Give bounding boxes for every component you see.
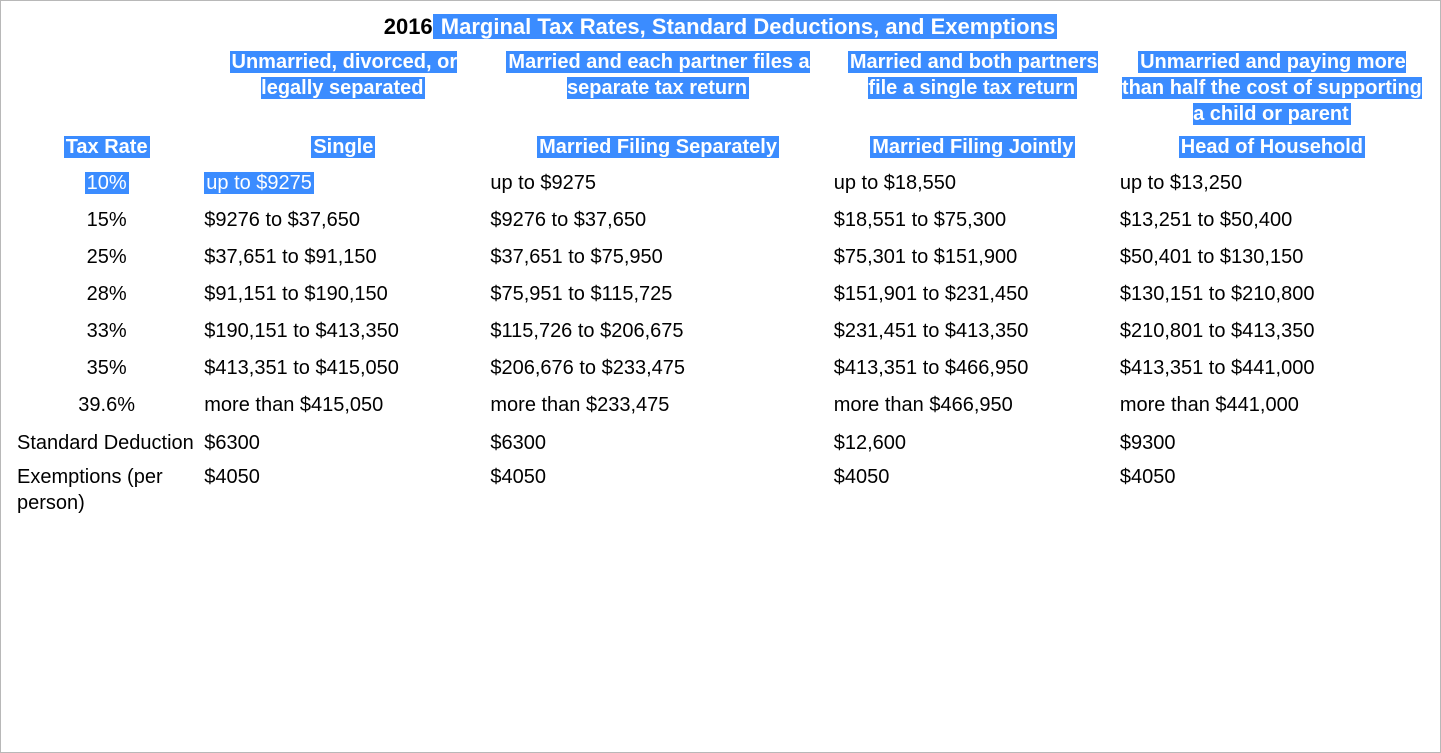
bracket-cell: $50,401 to $130,150	[1116, 239, 1428, 276]
table-row: 10% up to $9275 up to $9275 up to $18,55…	[13, 165, 1428, 202]
footer-label: Standard Deduction	[13, 424, 200, 458]
bracket-cell: $231,451 to $413,350	[830, 313, 1116, 350]
title-row: 2016 Marginal Tax Rates, Standard Deduct…	[13, 11, 1428, 46]
bracket-cell: $75,951 to $115,725	[486, 276, 829, 313]
bracket-cell: more than $233,475	[486, 387, 829, 424]
status-cell-mfs: Married Filing Separately	[486, 130, 829, 165]
rate-cell: 39.6%	[13, 387, 200, 424]
desc-text-mfj: Married and both partners file a single …	[848, 51, 1098, 99]
table-row: Exemptions (per person) $4050 $4050 $405…	[13, 458, 1428, 518]
status-row: Tax Rate Single Married Filing Separatel…	[13, 130, 1428, 165]
bracket-cell: up to $9275	[200, 165, 486, 202]
table-row: 35% $413,351 to $415,050 $206,676 to $23…	[13, 350, 1428, 387]
tax-table-frame: 2016 Marginal Tax Rates, Standard Deduct…	[0, 0, 1441, 753]
bracket-cell: up to $9275	[486, 165, 829, 202]
status-cell-rate: Tax Rate	[13, 130, 200, 165]
footer-cell: $4050	[830, 458, 1116, 518]
bracket-cell: $9276 to $37,650	[200, 202, 486, 239]
desc-text-mfs: Married and each partner files a separat…	[506, 51, 809, 99]
bracket-cell: $151,901 to $231,450	[830, 276, 1116, 313]
table-row: Standard Deduction $6300 $6300 $12,600 $…	[13, 424, 1428, 458]
bracket-cell: up to $13,250	[1116, 165, 1428, 202]
table-title: 2016 Marginal Tax Rates, Standard Deduct…	[13, 11, 1428, 46]
tax-table: 2016 Marginal Tax Rates, Standard Deduct…	[13, 11, 1428, 518]
desc-cell-mfj: Married and both partners file a single …	[830, 46, 1116, 130]
desc-cell-single: Unmarried, divorced, or legally separate…	[200, 46, 486, 130]
table-row: 25% $37,651 to $91,150 $37,651 to $75,95…	[13, 239, 1428, 276]
desc-text-single: Unmarried, divorced, or legally separate…	[230, 51, 458, 99]
bracket-cell: more than $466,950	[830, 387, 1116, 424]
bracket-cell: $37,651 to $75,950	[486, 239, 829, 276]
bracket-cell: $75,301 to $151,900	[830, 239, 1116, 276]
table-row: 15% $9276 to $37,650 $9276 to $37,650 $1…	[13, 202, 1428, 239]
bracket-cell: $37,651 to $91,150	[200, 239, 486, 276]
desc-cell-mfs: Married and each partner files a separat…	[486, 46, 829, 130]
bracket-cell: $190,151 to $413,350	[200, 313, 486, 350]
rate-cell: 10%	[13, 165, 200, 202]
bracket-cell: $413,351 to $415,050	[200, 350, 486, 387]
desc-text-hoh: Unmarried and paying more than half the …	[1122, 51, 1422, 125]
status-text-single: Single	[311, 136, 375, 158]
bracket-cell: $206,676 to $233,475	[486, 350, 829, 387]
footer-cell: $9300	[1116, 424, 1428, 458]
rate-cell: 28%	[13, 276, 200, 313]
rate-cell: 33%	[13, 313, 200, 350]
table-row: 28% $91,151 to $190,150 $75,951 to $115,…	[13, 276, 1428, 313]
desc-cell-hoh: Unmarried and paying more than half the …	[1116, 46, 1428, 130]
desc-row: Unmarried, divorced, or legally separate…	[13, 46, 1428, 130]
bracket-cell: $413,351 to $441,000	[1116, 350, 1428, 387]
footer-cell: $4050	[200, 458, 486, 518]
rate-cell: 15%	[13, 202, 200, 239]
bracket-cell: $13,251 to $50,400	[1116, 202, 1428, 239]
footer-cell: $4050	[1116, 458, 1428, 518]
status-text-hoh: Head of Household	[1179, 136, 1365, 158]
rate-value: 10%	[85, 172, 129, 194]
status-cell-hoh: Head of Household	[1116, 130, 1428, 165]
table-row: 33% $190,151 to $413,350 $115,726 to $20…	[13, 313, 1428, 350]
status-text-mfj: Married Filing Jointly	[870, 136, 1075, 158]
status-text-rate: Tax Rate	[64, 136, 150, 158]
bracket-cell: $210,801 to $413,350	[1116, 313, 1428, 350]
title-year: 2016	[384, 14, 433, 39]
status-cell-single: Single	[200, 130, 486, 165]
bracket-cell: more than $415,050	[200, 387, 486, 424]
bracket-cell: $9276 to $37,650	[486, 202, 829, 239]
footer-cell: $6300	[200, 424, 486, 458]
footer-cell: $4050	[486, 458, 829, 518]
bracket-cell: $130,151 to $210,800	[1116, 276, 1428, 313]
bracket-cell: more than $441,000	[1116, 387, 1428, 424]
bracket-cell: $18,551 to $75,300	[830, 202, 1116, 239]
footer-cell: $12,600	[830, 424, 1116, 458]
footer-label: Exemptions (per person)	[13, 458, 200, 518]
footer-cell: $6300	[486, 424, 829, 458]
status-cell-mfj: Married Filing Jointly	[830, 130, 1116, 165]
table-row: 39.6% more than $415,050 more than $233,…	[13, 387, 1428, 424]
bracket-cell: $91,151 to $190,150	[200, 276, 486, 313]
bracket-cell: up to $18,550	[830, 165, 1116, 202]
bracket-cell: $413,351 to $466,950	[830, 350, 1116, 387]
rate-cell: 35%	[13, 350, 200, 387]
status-text-mfs: Married Filing Separately	[537, 136, 779, 158]
bracket-value: up to $9275	[204, 172, 314, 194]
title-rest: Marginal Tax Rates, Standard Deductions,…	[433, 14, 1058, 39]
rate-cell: 25%	[13, 239, 200, 276]
bracket-cell: $115,726 to $206,675	[486, 313, 829, 350]
desc-cell-blank	[13, 46, 200, 130]
